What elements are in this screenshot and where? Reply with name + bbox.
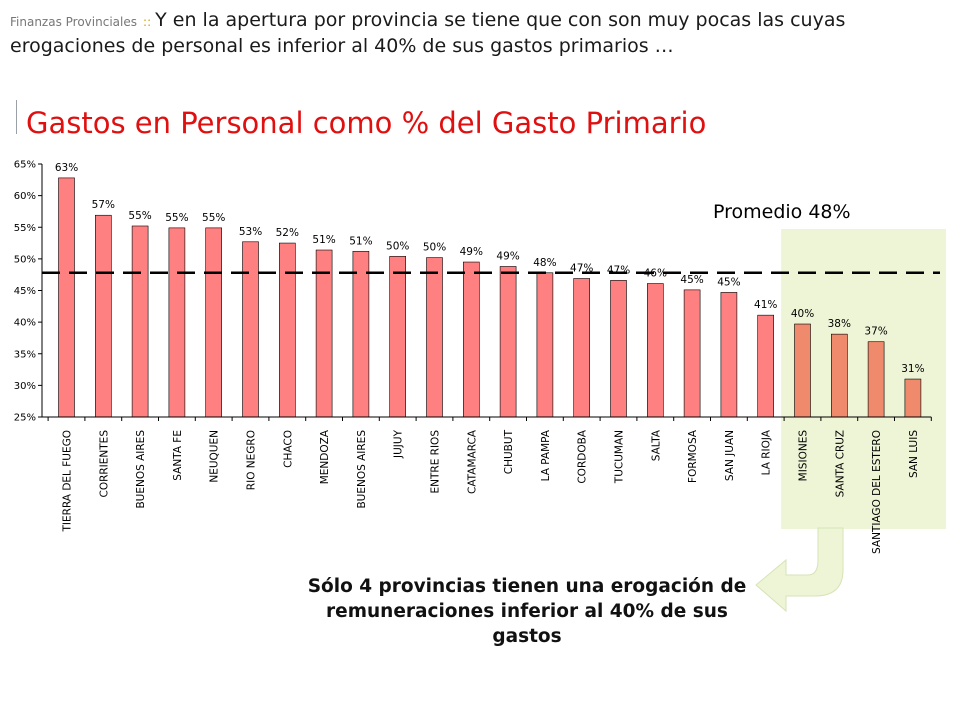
x-tick-label: BUENOS AIRES (356, 430, 368, 509)
x-tick-label: SANTA CRUZ (834, 430, 846, 497)
data-label: 45% (717, 276, 740, 288)
data-label: 55% (128, 210, 151, 222)
data-label: 55% (202, 212, 225, 224)
data-label: 50% (423, 242, 446, 254)
data-label: 53% (239, 226, 262, 238)
bar (830, 333, 848, 418)
y-tick-label: 35% (14, 349, 36, 360)
x-tick-label: CORRIENTES (98, 430, 110, 498)
x-tick-label: FORMOSA (687, 429, 699, 483)
bar (168, 227, 186, 418)
y-tick-label: 60% (14, 191, 36, 202)
x-tick-label: SAN JUAN (724, 430, 736, 481)
bar (610, 280, 627, 418)
data-label: 31% (901, 363, 924, 375)
y-tick-label: 65% (14, 160, 36, 171)
callout-note: Sólo 4 provincias tienen una erogación d… (307, 576, 747, 647)
bar (720, 292, 738, 418)
x-tick-label: TUCUMAN (614, 430, 626, 484)
x-tick-label: TIERRA DEL FUEGO (62, 430, 74, 533)
bar (794, 323, 811, 418)
left-rule (16, 100, 17, 134)
x-tick-label: RIO NEGRO (246, 430, 258, 490)
bar (131, 225, 149, 418)
bar (683, 289, 701, 418)
x-tick-label: SALTA (650, 429, 662, 461)
bar (352, 250, 370, 418)
x-tick-label: CHUBUT (503, 429, 515, 474)
y-tick-label: 45% (14, 286, 36, 297)
bar (426, 257, 443, 418)
bar (242, 241, 259, 418)
data-label: 41% (754, 299, 777, 311)
data-label: 46% (644, 268, 667, 280)
x-tick-label: LA PAMPA (540, 429, 552, 481)
x-tick-label: CORDOBA (577, 429, 589, 483)
bar (536, 272, 554, 418)
bar (95, 214, 112, 418)
bar (904, 378, 922, 418)
x-tick-label: ENTRE RIOS (430, 430, 442, 494)
data-label: 52% (276, 227, 299, 239)
bar (867, 341, 885, 418)
bar (58, 177, 75, 418)
chart-title: Gastos en Personal como % del Gasto Prim… (26, 106, 707, 140)
x-tick-label: SANTA FE (172, 430, 184, 481)
bar (757, 314, 775, 418)
callout-arrow-icon (755, 527, 844, 613)
y-tick-label: 30% (14, 381, 36, 392)
data-label: 37% (864, 326, 887, 338)
bar (462, 261, 480, 418)
data-label: 51% (312, 234, 335, 246)
header-body: Y en la apertura por provincia se tiene … (10, 9, 846, 57)
header-section: Finanzas Provinciales (10, 15, 137, 29)
data-label: 38% (828, 318, 851, 330)
x-tick-label: BUENOS AIRES (135, 430, 147, 509)
bar (315, 249, 333, 418)
x-tick-label: JUJUY (393, 429, 405, 459)
y-tick-label: 25% (14, 413, 36, 424)
data-label: 50% (386, 240, 409, 252)
header-text: Finanzas Provinciales :: Y en la apertura… (10, 8, 910, 58)
y-tick-label: 50% (14, 254, 36, 265)
bar (278, 242, 296, 418)
x-tick-label: LA RIOJA (761, 429, 773, 475)
data-label: 49% (460, 246, 483, 258)
bar (389, 256, 407, 418)
data-label: 47% (570, 262, 593, 274)
data-label: 51% (349, 235, 372, 247)
data-label: 47% (607, 264, 630, 276)
bar (499, 266, 517, 418)
data-label: 48% (533, 257, 556, 269)
x-tick-label: SAN LUIS (908, 430, 920, 478)
data-label: 63% (55, 162, 78, 174)
y-tick-label: 40% (14, 318, 36, 329)
bar (205, 227, 222, 418)
x-tick-label: CATAMARCA (466, 429, 478, 494)
data-label: 55% (165, 212, 188, 224)
x-tick-label: NEUQUEN (209, 430, 221, 483)
average-label: Promedio 48% (713, 201, 851, 223)
header-separator: :: (143, 15, 152, 29)
x-tick-label: CHACO (282, 430, 294, 468)
bar (646, 283, 664, 418)
x-tick-label: MISIONES (798, 430, 810, 482)
data-label: 45% (680, 274, 703, 286)
data-label: 40% (791, 308, 814, 320)
y-tick-label: 55% (14, 223, 36, 234)
x-tick-label: SANTIAGO DEL ESTERO (871, 430, 883, 554)
x-tick-label: MENDOZA (319, 429, 331, 484)
bar (573, 278, 591, 418)
data-label: 49% (496, 250, 519, 262)
data-label: 57% (92, 199, 115, 211)
